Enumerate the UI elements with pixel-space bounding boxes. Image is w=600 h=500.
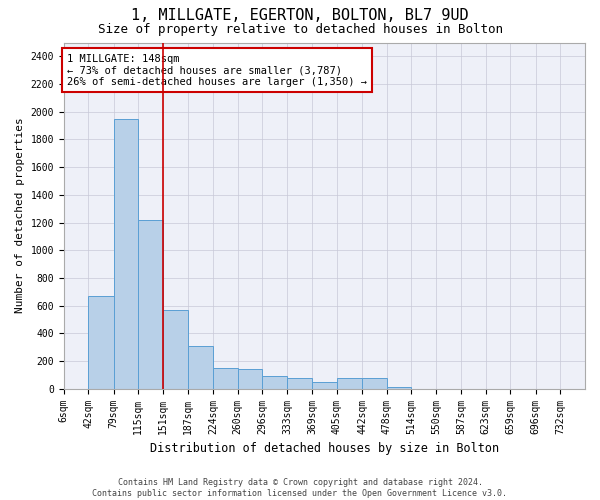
Bar xyxy=(262,376,287,388)
Y-axis label: Number of detached properties: Number of detached properties xyxy=(15,118,25,314)
Bar xyxy=(114,118,139,388)
Bar xyxy=(163,310,188,388)
Bar xyxy=(88,296,114,388)
Bar xyxy=(238,368,262,388)
Bar xyxy=(337,378,362,388)
Text: 1, MILLGATE, EGERTON, BOLTON, BL7 9UD: 1, MILLGATE, EGERTON, BOLTON, BL7 9UD xyxy=(131,8,469,22)
Bar xyxy=(287,378,312,388)
Text: 1 MILLGATE: 148sqm
← 73% of detached houses are smaller (3,787)
26% of semi-deta: 1 MILLGATE: 148sqm ← 73% of detached hou… xyxy=(67,54,367,87)
Text: Contains HM Land Registry data © Crown copyright and database right 2024.
Contai: Contains HM Land Registry data © Crown c… xyxy=(92,478,508,498)
Bar xyxy=(188,346,213,389)
Bar xyxy=(213,368,238,388)
Bar xyxy=(312,382,337,388)
Text: Size of property relative to detached houses in Bolton: Size of property relative to detached ho… xyxy=(97,24,503,36)
Bar xyxy=(362,378,386,388)
Bar xyxy=(139,220,163,388)
X-axis label: Distribution of detached houses by size in Bolton: Distribution of detached houses by size … xyxy=(150,442,499,455)
